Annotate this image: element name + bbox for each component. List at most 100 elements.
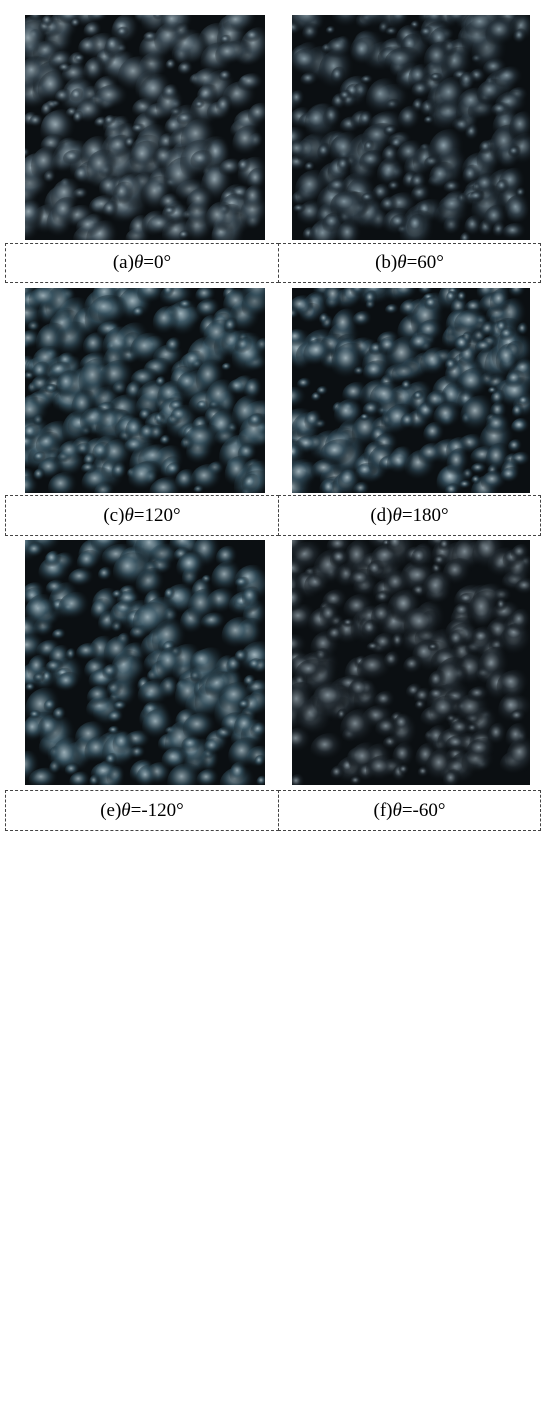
crown [248, 658, 264, 673]
crown [27, 542, 48, 560]
crown [296, 659, 332, 686]
crown [403, 656, 427, 678]
crown [147, 214, 181, 239]
crown [142, 708, 180, 745]
crown [380, 196, 401, 216]
crown [457, 291, 469, 304]
crown [471, 475, 483, 486]
crown [400, 413, 419, 433]
crown [45, 551, 65, 571]
crown [222, 617, 261, 655]
canopy-image [25, 15, 265, 240]
crown [393, 714, 416, 737]
crown [222, 363, 234, 373]
crown [219, 70, 234, 83]
crown [164, 206, 178, 217]
crown [330, 190, 369, 221]
caption: (a) θ =0° [5, 243, 279, 283]
crown [330, 765, 347, 783]
crown [429, 695, 467, 729]
crown [466, 738, 502, 765]
crown [216, 96, 235, 119]
crown [398, 764, 412, 777]
crown [320, 439, 361, 470]
caption: (b) θ =60° [278, 243, 541, 283]
canopy-image [25, 540, 265, 785]
crown [225, 456, 258, 493]
crown [183, 713, 223, 745]
caption: (c) θ =120° [5, 495, 279, 536]
crown [25, 594, 62, 635]
crown [104, 636, 139, 672]
crown [424, 296, 441, 312]
crown [496, 343, 525, 377]
crown [94, 84, 135, 113]
crown [219, 682, 261, 717]
crown [41, 102, 56, 119]
panel-label: (d) [370, 505, 392, 527]
crown [87, 150, 123, 188]
crown [339, 90, 355, 103]
canopy-image [292, 288, 530, 493]
crown [366, 755, 403, 785]
crown [488, 386, 500, 395]
crown [78, 37, 104, 61]
crown [195, 101, 207, 110]
crown [176, 551, 212, 585]
crown [33, 468, 47, 483]
crown [485, 17, 524, 51]
crown [490, 288, 515, 316]
crown [56, 672, 84, 696]
crown [387, 450, 419, 479]
caption: (d) θ =180° [278, 495, 541, 536]
crown [316, 386, 330, 398]
crown [162, 84, 182, 103]
crown [374, 691, 400, 713]
angle-symbol: θ [393, 800, 402, 822]
crown [334, 399, 368, 432]
crown [448, 629, 471, 653]
crown [304, 162, 317, 174]
crown [319, 313, 332, 327]
crown [353, 311, 377, 330]
panel-label: (f) [374, 800, 393, 822]
canopy-image [25, 288, 265, 493]
crown [228, 737, 265, 774]
angle-value: =-120° [131, 800, 184, 822]
crown [484, 205, 513, 235]
crown [433, 402, 467, 434]
crown [469, 191, 488, 205]
crown [184, 424, 228, 458]
panel-label: (e) [100, 800, 121, 822]
crown [454, 309, 495, 340]
crown [156, 647, 189, 685]
crown [331, 67, 348, 88]
crown [512, 404, 527, 421]
crown [317, 143, 334, 162]
crown [166, 462, 184, 478]
crown [205, 202, 238, 239]
crown [411, 81, 435, 102]
crown [475, 340, 498, 356]
canopy-image [292, 540, 530, 785]
crown [483, 58, 513, 81]
crown [242, 587, 264, 611]
crown [58, 592, 96, 625]
crown [234, 713, 263, 741]
angle-value: =-60° [402, 800, 446, 822]
crown [295, 170, 336, 211]
crown [191, 150, 217, 172]
crown [326, 37, 359, 62]
crown [508, 146, 523, 159]
crown [445, 358, 461, 375]
crown [103, 326, 142, 367]
crown [428, 670, 449, 695]
angle-value: =60° [407, 252, 444, 274]
crown [89, 295, 130, 328]
crown [130, 141, 165, 178]
crown [364, 290, 380, 309]
crown [190, 649, 223, 677]
crown [424, 116, 437, 126]
crown [509, 709, 529, 725]
crown [378, 336, 403, 359]
